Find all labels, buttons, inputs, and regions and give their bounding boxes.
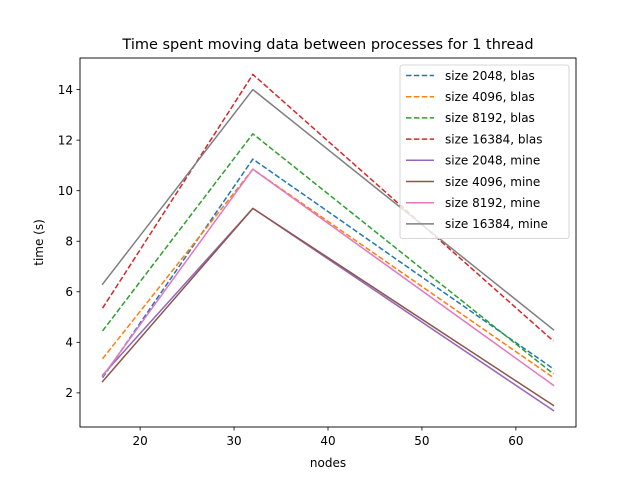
series-line-6 <box>101 207 555 407</box>
y-tick-label: 6 <box>65 285 73 299</box>
series-line-8 <box>101 88 555 331</box>
x-tick-label: 40 <box>320 434 335 448</box>
legend-label: size 8192, mine <box>445 196 540 210</box>
chart-title: Time spent moving data between processes… <box>121 37 533 53</box>
legend-box <box>399 64 570 240</box>
x-axis-label: nodes <box>310 456 346 470</box>
y-tick-label: 2 <box>65 386 73 400</box>
x-tick-label: 30 <box>226 434 241 448</box>
series-line-4 <box>101 73 554 342</box>
series-line-7 <box>101 168 555 387</box>
legend-label: size 2048, mine <box>445 154 540 168</box>
legend-label: size 2048, blas <box>445 69 535 83</box>
x-axis: 20 30 40 50 60 <box>132 427 524 448</box>
plot-lines <box>101 73 555 412</box>
y-tick-label: 14 <box>58 83 73 97</box>
legend-label: size 16384, blas <box>445 132 542 146</box>
x-tick-label: 50 <box>414 434 429 448</box>
x-tick-label: 60 <box>508 434 523 448</box>
y-axis-label: time (s) <box>32 219 46 266</box>
x-tick-label: 20 <box>132 434 147 448</box>
y-tick-label: 4 <box>65 336 73 350</box>
legend-label: size 4096, mine <box>445 175 540 189</box>
legend-label: size 16384, mine <box>445 217 548 231</box>
y-axis: 2 4 6 8 10 12 14 <box>58 83 80 400</box>
y-tick-label: 8 <box>65 235 73 249</box>
legend-label: size 8192, blas <box>445 111 535 125</box>
legend-label: size 4096, blas <box>445 90 535 104</box>
series-line-1 <box>101 158 554 379</box>
series-line-3 <box>101 133 554 375</box>
legend: size 2048, blas size 4096, blas size 8192,… <box>399 64 570 240</box>
y-tick-label: 12 <box>58 133 73 147</box>
y-tick-label: 10 <box>58 184 73 198</box>
